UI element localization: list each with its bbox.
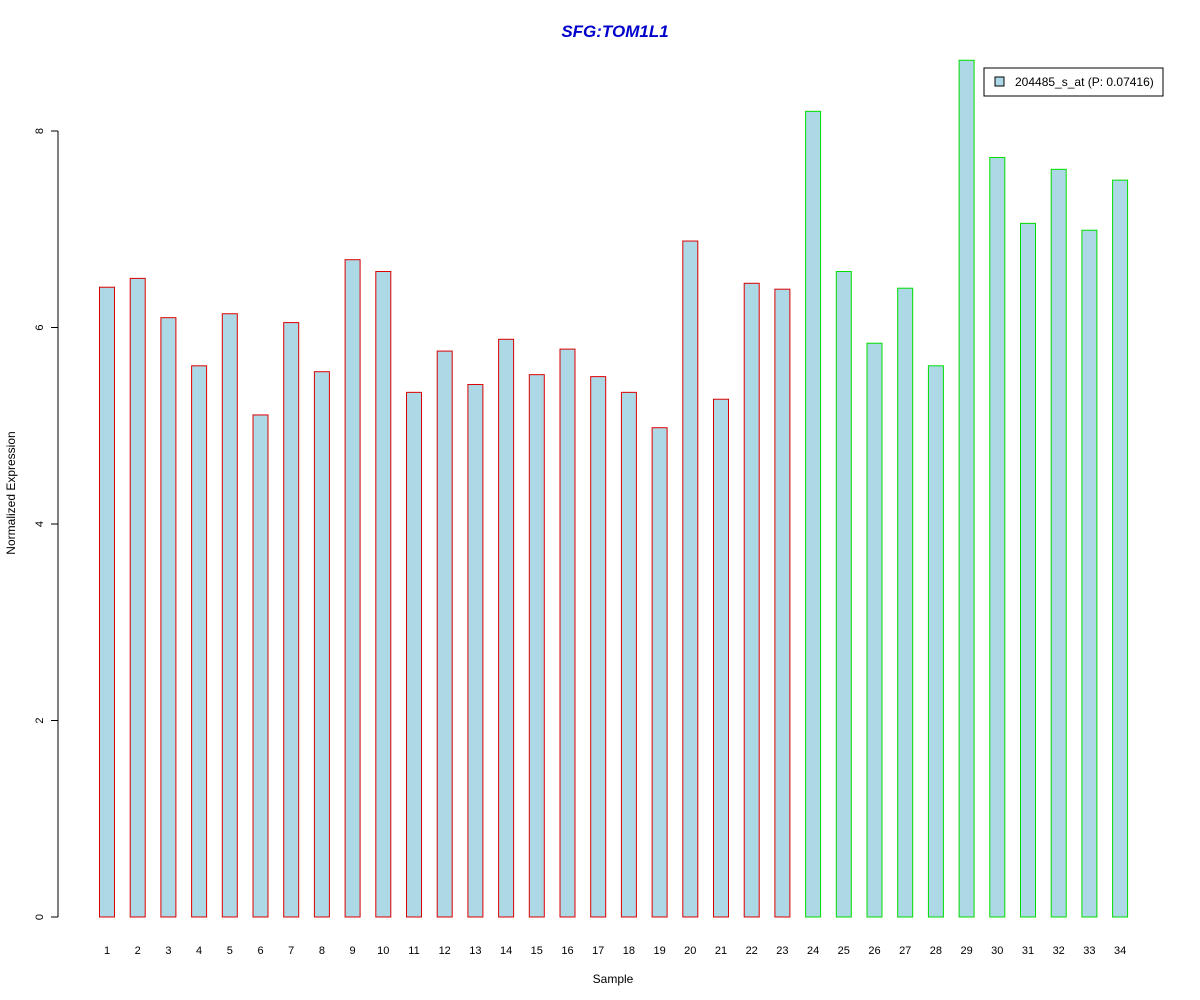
bar-sample-5 xyxy=(221,313,238,918)
bar-sample-17 xyxy=(590,376,607,918)
legend-box xyxy=(983,67,1164,97)
x-tick-label: 15 xyxy=(531,945,543,957)
x-tick-label: 11 xyxy=(408,945,419,957)
x-tick-label: 29 xyxy=(960,945,972,957)
bar-sample-2 xyxy=(129,277,146,918)
x-tick-label: 28 xyxy=(930,945,942,957)
y-axis-label: Normalized Expression xyxy=(4,431,18,554)
bar-sample-10 xyxy=(375,270,392,918)
x-tick-label: 3 xyxy=(165,945,171,957)
x-tick-label: 4 xyxy=(196,945,202,957)
x-tick-label: 10 xyxy=(377,945,389,957)
bar-sample-28 xyxy=(927,365,944,918)
x-tick-label: 7 xyxy=(288,945,294,957)
bar-sample-11 xyxy=(406,391,422,918)
x-tick-labels: 1 2 3 4 5 6 7 8 9 10 11 12 13 14 15 16 17 18 19 20 21 22 23 24 2… xyxy=(104,945,1126,957)
x-tick-label: 26 xyxy=(868,945,880,957)
bar-sample-20 xyxy=(682,240,699,918)
bar-sample-27 xyxy=(897,287,914,918)
x-tick-label: 5 xyxy=(227,945,233,957)
x-tick-label: 2 xyxy=(135,945,141,957)
x-tick-label: 9 xyxy=(350,945,356,957)
legend-swatch xyxy=(994,76,1005,87)
x-tick-label: 27 xyxy=(899,945,911,957)
x-tick-label: 21 xyxy=(715,945,727,957)
bar-sample-23 xyxy=(774,288,791,918)
x-tick-label: 13 xyxy=(469,945,481,957)
x-tick-label: 6 xyxy=(257,945,263,957)
x-tick-label: 8 xyxy=(319,945,325,957)
x-tick-label: 30 xyxy=(991,945,1003,957)
x-tick-label: 33 xyxy=(1083,945,1095,957)
legend-entry: 204485_s_at (P: 0.07416) xyxy=(1015,75,1154,89)
bar-sample-9 xyxy=(344,259,361,918)
bar-sample-33 xyxy=(1081,229,1098,918)
bar-sample-3 xyxy=(160,317,177,918)
bar-sample-24 xyxy=(805,110,822,918)
bar-sample-31 xyxy=(1020,222,1036,918)
x-tick-label: 23 xyxy=(776,945,788,957)
bar-sample-8 xyxy=(313,371,330,918)
bar-sample-6 xyxy=(252,414,269,918)
bar-sample-29 xyxy=(958,59,975,918)
x-tick-label: 12 xyxy=(439,945,451,957)
legend: 204485_s_at (P: 0.07416) xyxy=(983,67,1164,97)
bar-sample-1 xyxy=(99,286,115,918)
x-tick-label: 34 xyxy=(1114,945,1126,957)
bar-sample-16 xyxy=(559,348,576,918)
bar-sample-25 xyxy=(835,270,852,918)
y-tick-label: 6 xyxy=(34,324,46,330)
x-tick-label: 19 xyxy=(653,945,665,957)
bar-sample-4 xyxy=(191,365,208,918)
bar-sample-32 xyxy=(1050,168,1067,918)
bar-sample-30 xyxy=(989,157,1006,918)
x-tick-label: 18 xyxy=(623,945,635,957)
y-tick-label: 0 xyxy=(34,914,46,920)
y-axis: 0 2 4 6 8 xyxy=(34,128,59,920)
bar-sample-15 xyxy=(528,374,545,918)
x-tick-label: 1 xyxy=(104,945,110,957)
bar-sample-26 xyxy=(866,342,883,918)
bar-sample-21 xyxy=(713,398,729,918)
y-tick-label: 4 xyxy=(34,521,46,527)
bar-sample-13 xyxy=(467,383,484,918)
x-tick-label: 31 xyxy=(1022,945,1034,957)
x-tick-label: 24 xyxy=(807,945,819,957)
bar-sample-22 xyxy=(743,282,760,918)
bar-sample-7 xyxy=(283,322,300,918)
x-tick-label: 20 xyxy=(684,945,696,957)
y-tick-label: 8 xyxy=(34,128,46,134)
bar-sample-19 xyxy=(651,427,668,918)
x-tick-label: 25 xyxy=(838,945,850,957)
bar-sample-14 xyxy=(498,338,515,918)
chart-title: SFG:TOM1L1 xyxy=(561,22,668,41)
y-tick-label: 2 xyxy=(34,717,46,723)
bar-sample-34 xyxy=(1112,179,1129,918)
x-tick-label: 32 xyxy=(1053,945,1065,957)
x-tick-label: 16 xyxy=(561,945,573,957)
x-axis-label: Sample xyxy=(593,972,634,986)
x-tick-label: 22 xyxy=(746,945,758,957)
bar-sample-12 xyxy=(436,350,453,918)
bars xyxy=(99,59,1129,918)
bar-sample-18 xyxy=(620,391,637,918)
x-tick-label: 14 xyxy=(500,945,512,957)
x-tick-label: 17 xyxy=(592,945,604,957)
